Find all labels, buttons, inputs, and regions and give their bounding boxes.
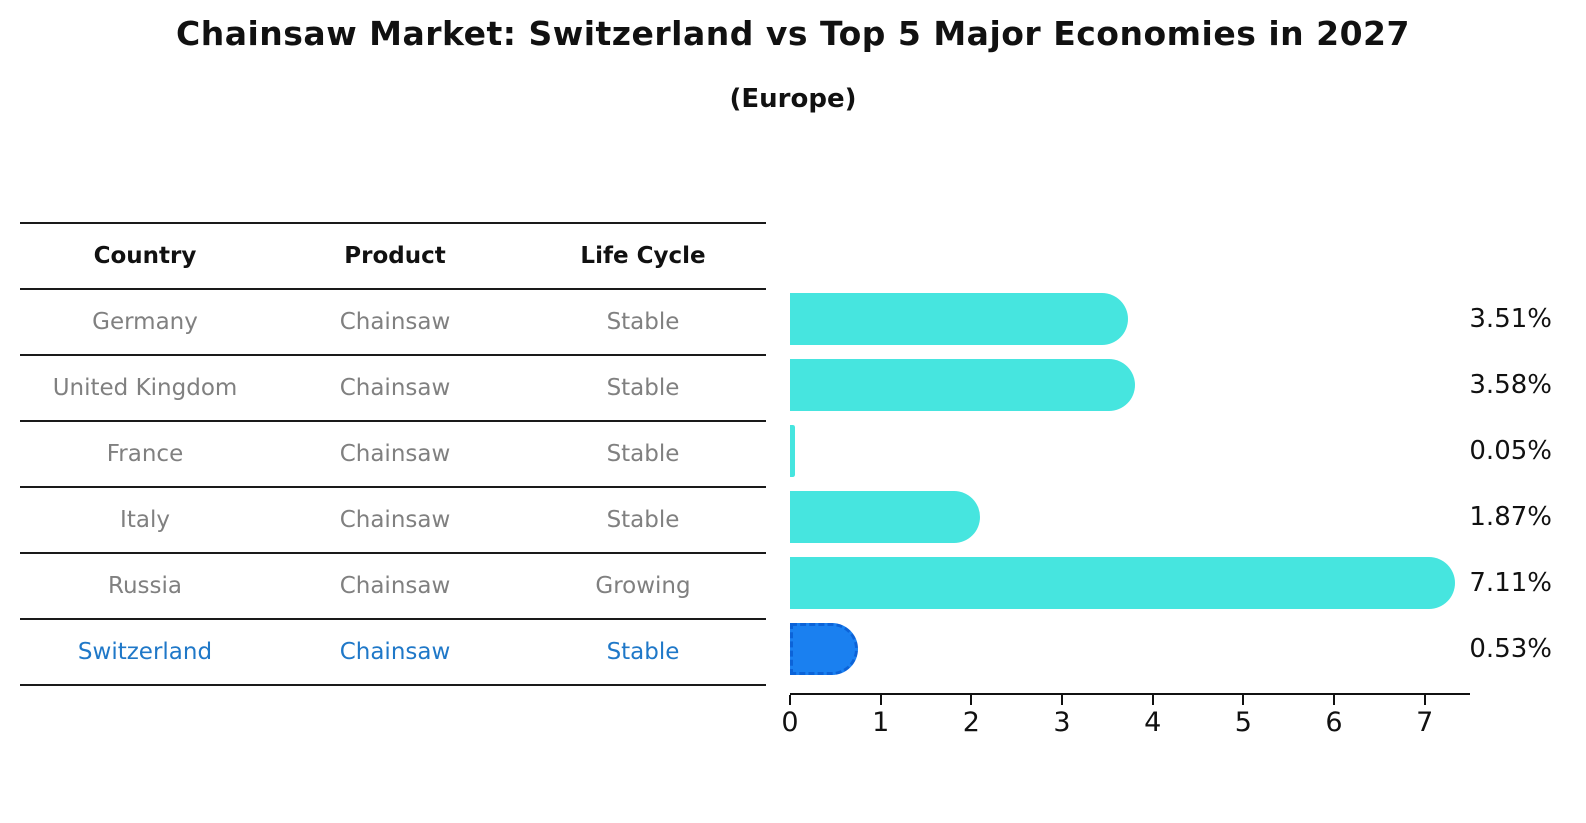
- table-row: Germany Chainsaw Stable: [20, 288, 766, 354]
- cell-product: Chainsaw: [339, 309, 451, 335]
- table-row: France Chainsaw Stable: [20, 420, 766, 486]
- table-body: Germany Chainsaw Stable United Kingdom Chain…: [20, 288, 766, 684]
- chart-subtitle: (Europe): [729, 84, 857, 114]
- bar-value-label: 0.53%: [1469, 634, 1552, 664]
- cell-country: Switzerland: [77, 639, 213, 665]
- cell-country: Germany: [92, 309, 198, 335]
- cell-life-cycle: Stable: [606, 441, 680, 467]
- bar-switzerland-highlighted: [790, 623, 859, 675]
- bar-value-label: 3.51%: [1469, 304, 1552, 334]
- x-axis-tick-label: 6: [1325, 707, 1343, 738]
- cell-life-cycle: Stable: [606, 309, 680, 335]
- cell-life-cycle: Stable: [606, 507, 680, 533]
- bar-united-kingdom: [790, 359, 1135, 411]
- table-header-row: Country Product Life Cycle: [20, 224, 766, 288]
- table-row: United Kingdom Chainsaw Stable: [20, 354, 766, 420]
- x-axis-tick-mark: [1242, 695, 1245, 705]
- x-axis-line: [790, 693, 1470, 695]
- cell-country: France: [106, 441, 184, 467]
- column-header-life-cycle: Life Cycle: [580, 243, 706, 269]
- cell-life-cycle: Stable: [606, 639, 680, 665]
- table-row: Italy Chainsaw Stable: [20, 486, 766, 552]
- bar-row: [790, 286, 1470, 352]
- bar-chart: [790, 286, 1470, 682]
- x-axis-tick-mark: [789, 695, 791, 705]
- cell-product: Chainsaw: [339, 573, 451, 599]
- x-axis-tick-label: 3: [1053, 707, 1071, 738]
- cell-product: Chainsaw: [339, 441, 451, 467]
- country-table: Country Product Life Cycle Germany Chains…: [20, 222, 766, 686]
- bar-row: [790, 352, 1470, 418]
- bar-france: [790, 425, 795, 477]
- cell-life-cycle: Growing: [595, 573, 691, 599]
- cell-product: Chainsaw: [339, 639, 451, 665]
- cell-country: Russia: [108, 573, 182, 599]
- x-axis-tick-mark: [1423, 695, 1426, 705]
- bar-row: [790, 484, 1470, 550]
- bar-value-label: 0.05%: [1469, 436, 1552, 466]
- cell-life-cycle: Stable: [606, 375, 680, 401]
- x-axis-tick-label: 0: [781, 707, 799, 738]
- bar-italy: [790, 491, 980, 543]
- x-axis-tick-mark: [1061, 695, 1063, 705]
- cell-country: Italy: [120, 507, 170, 533]
- x-axis-tick-mark: [879, 695, 882, 705]
- bar-row: [790, 418, 1470, 484]
- bar-russia: [790, 557, 1455, 609]
- bar-value-label: 3.58%: [1469, 370, 1552, 400]
- bar-germany: [790, 293, 1129, 345]
- bar-value-label: 7.11%: [1469, 568, 1552, 598]
- x-axis-tick-label: 7: [1416, 707, 1434, 738]
- column-header-product: Product: [344, 243, 446, 269]
- x-axis-tick-label: 1: [872, 707, 890, 738]
- x-axis-tick-label: 2: [962, 707, 980, 738]
- x-axis-tick-mark: [1333, 695, 1335, 705]
- x-axis-tick-mark: [970, 695, 973, 705]
- table-row: Switzerland Chainsaw Stable: [20, 618, 766, 684]
- column-header-country: Country: [93, 243, 197, 269]
- cell-product: Chainsaw: [339, 507, 451, 533]
- bar-row: [790, 550, 1470, 616]
- x-axis-tick-label: 4: [1144, 707, 1162, 738]
- bar-row: [790, 616, 1470, 682]
- bar-value-label: 1.87%: [1469, 502, 1552, 532]
- bar-value-labels: 3.51% 3.58% 0.05% 1.87% 7.11% 0.53%: [1452, 286, 1552, 682]
- x-axis-tick-mark: [1151, 695, 1154, 705]
- x-axis-tick-label: 5: [1234, 707, 1252, 738]
- cell-product: Chainsaw: [339, 375, 451, 401]
- chart-title: Chainsaw Market: Switzerland vs Top 5 Ma…: [176, 14, 1410, 53]
- cell-country: United Kingdom: [52, 375, 238, 401]
- table-row: Russia Chainsaw Growing: [20, 552, 766, 618]
